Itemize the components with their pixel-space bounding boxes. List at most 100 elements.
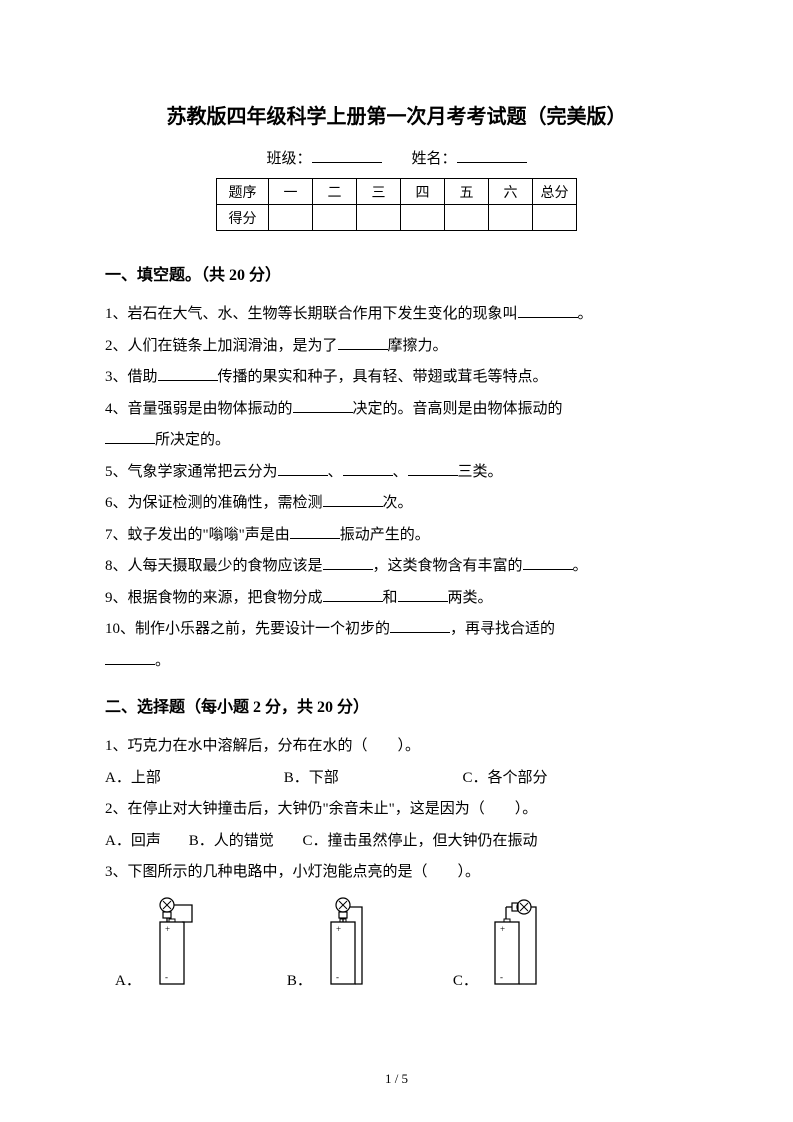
page-title: 苏教版四年级科学上册第一次月考考试题（完美版）: [105, 100, 688, 129]
q-text: ，再寻找合适的: [450, 621, 555, 637]
cell: 四: [401, 179, 445, 205]
q-text: 。: [573, 558, 588, 574]
q-text: 2、人们在链条上加润滑油，是为了: [105, 338, 338, 354]
blank[interactable]: [323, 491, 383, 507]
name-blank[interactable]: [457, 147, 527, 163]
question-2: 2、人们在链条上加润滑油，是为了 摩擦力。: [105, 331, 688, 363]
svg-text:-: -: [500, 972, 503, 982]
blank[interactable]: [278, 460, 328, 476]
question-8: 8、人每天摄取最少的食物应该是 ，这类食物含有丰富的 。: [105, 551, 688, 583]
question-7: 7、蚊子发出的"嗡嗡"声是由 振动产生的。: [105, 520, 688, 552]
circuit-diagrams: A． + - B．: [105, 895, 688, 990]
question-9: 9、根据食物的来源，把食物分成 和 两类。: [105, 583, 688, 615]
q-text: 所决定的。: [155, 432, 230, 448]
q-text: 三类。: [458, 464, 503, 480]
blank[interactable]: [338, 334, 388, 350]
blank[interactable]: [323, 554, 373, 570]
svg-text:-: -: [165, 972, 168, 982]
score-table: 题序 一 二 三 四 五 六 总分 得分: [216, 178, 577, 231]
q-text: 4、音量强弱是由物体振动的: [105, 401, 293, 417]
cell: 三: [357, 179, 401, 205]
q-text: 8、人每天摄取最少的食物应该是: [105, 558, 323, 574]
cell: 一: [269, 179, 313, 205]
cell[interactable]: [489, 205, 533, 231]
q-text: 两类。: [448, 590, 493, 606]
question-5: 5、气象学家通常把云分为 、 、 三类。: [105, 457, 688, 489]
blank[interactable]: [105, 649, 155, 665]
blank[interactable]: [158, 365, 218, 381]
table-row: 题序 一 二 三 四 五 六 总分: [217, 179, 577, 205]
q-text: 。: [578, 306, 593, 322]
svg-text:+: +: [336, 924, 341, 934]
class-label: 班级：: [266, 151, 311, 167]
svg-text:+: +: [500, 924, 505, 934]
option-c-label: C．: [453, 969, 478, 990]
option-a: A．回声: [105, 826, 185, 858]
option-c: C．各个部分: [463, 763, 548, 795]
table-row: 得分: [217, 205, 577, 231]
q-text: 摩擦力。: [388, 338, 448, 354]
cell[interactable]: [269, 205, 313, 231]
cell: 二: [313, 179, 357, 205]
section2-title: 二、选择题（每小题 2 分，共 20 分）: [105, 693, 688, 717]
option-c: C．撞击虽然停止，但大钟仍在振动: [303, 826, 538, 858]
blank[interactable]: [518, 302, 578, 318]
question-1: 1、岩石在大气、水、生物等长期联合作用下发生变化的现象叫 。: [105, 299, 688, 331]
option-a: A．上部: [105, 763, 280, 795]
q-text: 、: [393, 464, 408, 480]
q-text: 10、制作小乐器之前，先要设计一个初步的: [105, 621, 390, 637]
question-10: 10、制作小乐器之前，先要设计一个初步的 ，再寻找合适的 。: [105, 614, 688, 677]
q-text: 5、气象学家通常把云分为: [105, 464, 278, 480]
q-text: 次。: [383, 495, 413, 511]
blank[interactable]: [105, 428, 155, 444]
question-3: 3、借助传播的果实和种子，具有轻、带翅或茸毛等特点。: [105, 362, 688, 394]
s2-q2-options: A．回声 B．人的错觉 C．撞击虽然停止，但大钟仍在振动: [105, 826, 688, 858]
page-number: 1 / 5: [0, 1071, 793, 1087]
blank[interactable]: [523, 554, 573, 570]
blank[interactable]: [290, 523, 340, 539]
q-text: 3、借助: [105, 369, 158, 385]
question-4: 4、音量强弱是由物体振动的 决定的。音高则是由物体振动的 所决定的。: [105, 394, 688, 457]
section1-title: 一、填空题。（共 20 分）: [105, 261, 688, 285]
cell[interactable]: [533, 205, 577, 231]
blank[interactable]: [398, 586, 448, 602]
blank[interactable]: [390, 617, 450, 633]
s2-q1-options: A．上部 B．下部 C．各个部分: [105, 763, 688, 795]
cell: 得分: [217, 205, 269, 231]
q-text: 9、根据食物的来源，把食物分成: [105, 590, 323, 606]
option-b: B．人的错觉: [189, 826, 299, 858]
blank[interactable]: [343, 460, 393, 476]
q-text: 、: [328, 464, 343, 480]
cell: 五: [445, 179, 489, 205]
s2-question-3: 3、下图所示的几种电路中，小灯泡能点亮的是（ ）。: [105, 857, 688, 889]
class-blank[interactable]: [312, 147, 382, 163]
circuit-a-icon: + -: [147, 895, 207, 990]
blank[interactable]: [323, 586, 383, 602]
cell[interactable]: [401, 205, 445, 231]
cell[interactable]: [313, 205, 357, 231]
q-text: 6、为保证检测的准确性，需检测: [105, 495, 323, 511]
q-text: 决定的。音高则是由物体振动的: [353, 401, 563, 417]
q-text: 振动产生的。: [340, 527, 430, 543]
circuit-b-icon: + -: [318, 895, 373, 990]
class-name-line: 班级： 姓名：: [105, 147, 688, 168]
circuit-c-icon: + -: [484, 895, 544, 990]
q-text: 和: [383, 590, 398, 606]
blank[interactable]: [408, 460, 458, 476]
option-b-label: B．: [287, 969, 312, 990]
cell[interactable]: [357, 205, 401, 231]
name-label: 姓名：: [412, 151, 457, 167]
option-a-label: A．: [115, 969, 141, 990]
cell: 六: [489, 179, 533, 205]
s2-question-1: 1、巧克力在水中溶解后，分布在水的（ ）。: [105, 731, 688, 763]
option-b: B．下部: [284, 763, 459, 795]
question-6: 6、为保证检测的准确性，需检测 次。: [105, 488, 688, 520]
q-text: 7、蚊子发出的"嗡嗡"声是由: [105, 527, 290, 543]
s2-question-2: 2、在停止对大钟撞击后，大钟仍"余音未止"，这是因为（ ）。: [105, 794, 688, 826]
cell[interactable]: [445, 205, 489, 231]
q-text: 1、岩石在大气、水、生物等长期联合作用下发生变化的现象叫: [105, 306, 518, 322]
q-text: ，这类食物含有丰富的: [373, 558, 523, 574]
blank[interactable]: [293, 397, 353, 413]
svg-text:+: +: [165, 924, 170, 934]
q-text: 。: [155, 653, 170, 669]
